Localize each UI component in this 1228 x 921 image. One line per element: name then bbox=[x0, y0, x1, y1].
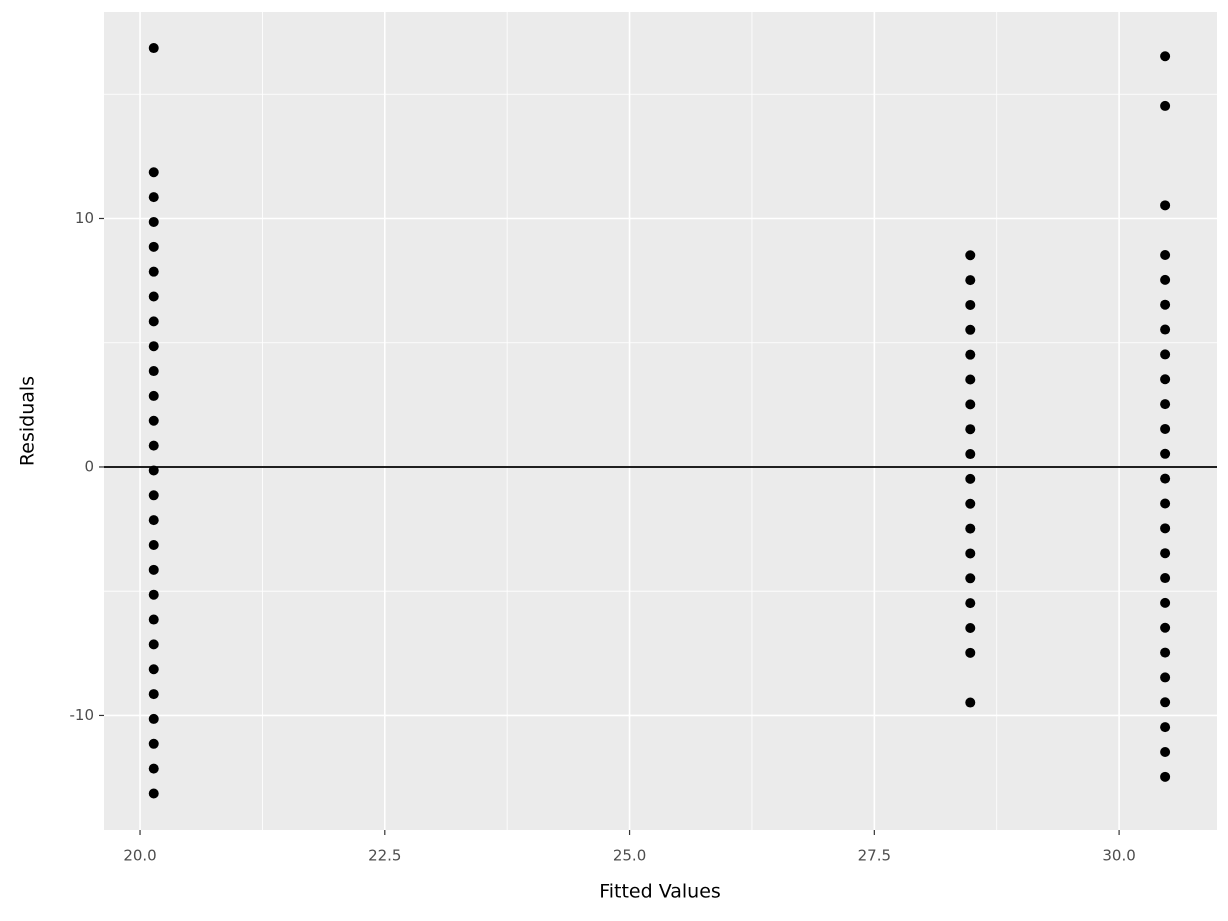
point bbox=[965, 498, 976, 509]
point bbox=[1160, 746, 1171, 757]
point bbox=[965, 449, 976, 460]
point bbox=[1160, 697, 1171, 708]
panel bbox=[104, 12, 1217, 830]
x-tick-label: 20.0 bbox=[123, 847, 156, 865]
point bbox=[148, 639, 159, 650]
point bbox=[965, 349, 976, 360]
point bbox=[148, 43, 159, 54]
point bbox=[148, 266, 159, 277]
point bbox=[1160, 771, 1171, 782]
point bbox=[148, 664, 159, 675]
point bbox=[1160, 51, 1171, 62]
y-axis-title: Residuals bbox=[17, 376, 39, 466]
point bbox=[1160, 647, 1171, 658]
point bbox=[1160, 299, 1171, 310]
point bbox=[148, 738, 159, 749]
point bbox=[148, 366, 159, 377]
point bbox=[1160, 374, 1171, 385]
point bbox=[965, 548, 976, 559]
point bbox=[1160, 672, 1171, 683]
point bbox=[148, 788, 159, 799]
point bbox=[965, 275, 976, 286]
point bbox=[965, 573, 976, 584]
point bbox=[1160, 473, 1171, 484]
point bbox=[965, 324, 976, 335]
point bbox=[148, 167, 159, 178]
point bbox=[148, 589, 159, 600]
x-tick-label: 27.5 bbox=[858, 847, 891, 865]
x-axis-title: Fitted Values bbox=[599, 881, 721, 903]
point bbox=[1160, 622, 1171, 633]
point bbox=[1160, 523, 1171, 534]
point bbox=[148, 713, 159, 724]
point bbox=[148, 539, 159, 550]
point bbox=[965, 250, 976, 261]
y-tick-label: 10 bbox=[75, 209, 94, 227]
point bbox=[148, 490, 159, 501]
x-tick-label: 30.0 bbox=[1102, 847, 1135, 865]
point bbox=[148, 515, 159, 526]
point bbox=[148, 440, 159, 451]
point bbox=[965, 622, 976, 633]
point bbox=[1160, 200, 1171, 211]
point bbox=[1160, 100, 1171, 111]
point bbox=[148, 390, 159, 401]
point bbox=[148, 341, 159, 352]
point bbox=[1160, 498, 1171, 509]
x-tick-label: 22.5 bbox=[368, 847, 401, 865]
y-tick-label: -10 bbox=[70, 706, 95, 724]
point bbox=[965, 399, 976, 410]
point bbox=[148, 689, 159, 700]
point bbox=[1160, 349, 1171, 360]
point bbox=[965, 697, 976, 708]
point bbox=[965, 647, 976, 658]
y-tick-label: 0 bbox=[84, 457, 94, 475]
point bbox=[148, 465, 159, 476]
point bbox=[148, 316, 159, 327]
x-tick-label: 25.0 bbox=[613, 847, 646, 865]
point bbox=[148, 192, 159, 203]
point bbox=[965, 523, 976, 534]
point bbox=[1160, 448, 1171, 459]
point bbox=[965, 424, 976, 435]
point bbox=[148, 763, 159, 774]
point bbox=[1160, 548, 1171, 559]
point bbox=[1160, 573, 1171, 584]
point bbox=[1160, 324, 1171, 335]
point bbox=[1160, 722, 1171, 733]
point bbox=[148, 241, 159, 252]
point bbox=[1160, 423, 1171, 434]
point bbox=[965, 374, 976, 385]
point bbox=[148, 614, 159, 625]
point bbox=[965, 473, 976, 484]
point bbox=[965, 598, 976, 609]
point bbox=[148, 415, 159, 426]
point bbox=[148, 291, 159, 302]
point bbox=[1160, 250, 1171, 261]
point bbox=[1160, 597, 1171, 608]
point bbox=[965, 299, 976, 310]
point bbox=[1160, 274, 1171, 285]
point bbox=[1160, 399, 1171, 410]
point bbox=[148, 564, 159, 575]
point bbox=[148, 216, 159, 227]
